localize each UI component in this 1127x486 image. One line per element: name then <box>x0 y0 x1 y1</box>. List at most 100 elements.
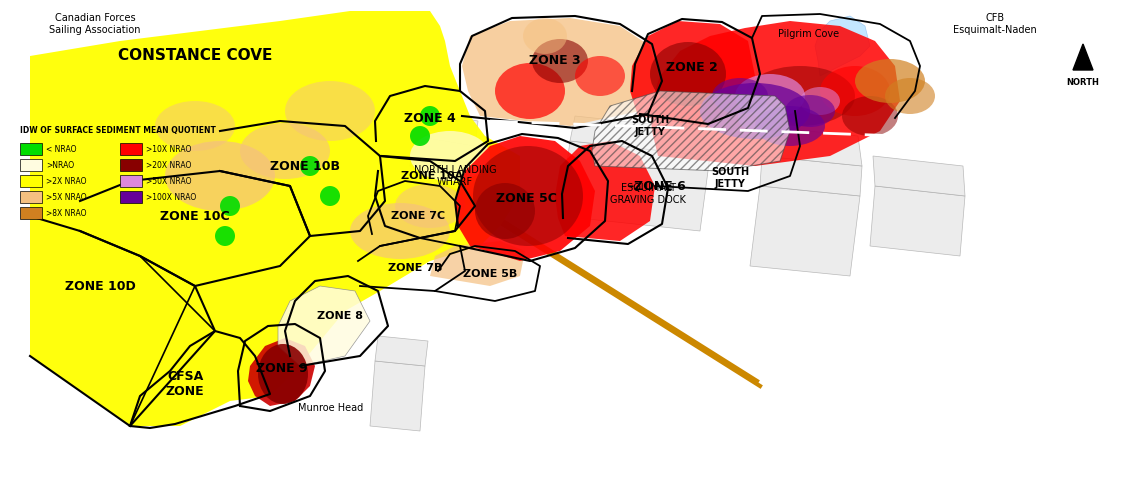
Ellipse shape <box>532 39 588 83</box>
Ellipse shape <box>885 78 935 114</box>
Polygon shape <box>760 156 862 196</box>
Text: >8X NRAO: >8X NRAO <box>46 208 87 218</box>
Bar <box>20 191 42 203</box>
Polygon shape <box>870 186 965 256</box>
Polygon shape <box>278 286 370 366</box>
Ellipse shape <box>240 123 330 179</box>
Text: –ZONE 6: –ZONE 6 <box>628 179 685 192</box>
Text: CFB
Esquimalt-Naden: CFB Esquimalt-Naden <box>953 13 1037 35</box>
Text: ZONE 8: ZONE 8 <box>317 311 363 321</box>
Ellipse shape <box>842 96 898 136</box>
Ellipse shape <box>394 184 465 228</box>
Polygon shape <box>415 111 478 146</box>
Ellipse shape <box>523 18 567 54</box>
Text: >50X NRAO: >50X NRAO <box>147 176 192 186</box>
Bar <box>20 143 42 155</box>
Ellipse shape <box>738 104 782 132</box>
Text: NORTH LANDING
WHARF: NORTH LANDING WHARF <box>414 165 496 187</box>
Text: ZONE 10C: ZONE 10C <box>160 209 230 223</box>
Polygon shape <box>410 136 474 176</box>
Ellipse shape <box>745 66 855 126</box>
Ellipse shape <box>473 146 583 246</box>
Ellipse shape <box>495 63 565 119</box>
Text: Pilgrim Cove: Pilgrim Cove <box>778 29 840 39</box>
Bar <box>119 143 142 155</box>
Text: >2X NRAO: >2X NRAO <box>46 176 87 186</box>
Polygon shape <box>873 156 965 196</box>
Ellipse shape <box>650 42 726 106</box>
Polygon shape <box>455 136 595 261</box>
Ellipse shape <box>156 101 236 151</box>
Polygon shape <box>749 186 860 276</box>
Text: ZONE 5C: ZONE 5C <box>496 191 557 205</box>
Ellipse shape <box>220 196 240 216</box>
Ellipse shape <box>700 83 810 139</box>
Polygon shape <box>554 141 655 241</box>
Polygon shape <box>815 16 870 76</box>
Polygon shape <box>758 126 862 166</box>
Text: >20X NRAO: >20X NRAO <box>147 160 192 170</box>
Text: ZONE 10B: ZONE 10B <box>270 159 340 173</box>
Text: ZONE 3: ZONE 3 <box>530 54 580 68</box>
Polygon shape <box>650 21 900 166</box>
Text: ZONE 9: ZONE 9 <box>256 362 308 375</box>
Text: ZONE 10A: ZONE 10A <box>401 171 463 181</box>
Ellipse shape <box>735 74 805 118</box>
Polygon shape <box>375 336 428 366</box>
Ellipse shape <box>786 95 835 127</box>
Polygon shape <box>370 361 425 431</box>
Bar <box>20 159 42 171</box>
Ellipse shape <box>215 226 236 246</box>
Text: ESQUIMALT
GRAVING DOCK: ESQUIMALT GRAVING DOCK <box>610 183 686 205</box>
Ellipse shape <box>300 156 320 176</box>
Ellipse shape <box>410 126 431 146</box>
Text: SOUTH
JETTY: SOUTH JETTY <box>711 167 749 189</box>
Ellipse shape <box>320 186 340 206</box>
Ellipse shape <box>410 131 490 181</box>
Text: NORTH: NORTH <box>1066 78 1100 87</box>
Polygon shape <box>248 338 316 406</box>
Polygon shape <box>630 21 755 126</box>
Text: CFSA
ZONE: CFSA ZONE <box>166 370 204 398</box>
Text: SOUTH
JETTY: SOUTH JETTY <box>631 115 669 137</box>
Text: ZONE 7B: ZONE 7B <box>388 263 442 273</box>
Bar <box>20 207 42 219</box>
Text: ZONE 10D: ZONE 10D <box>64 279 135 293</box>
Text: >100X NRAO: >100X NRAO <box>147 192 196 202</box>
Text: >5X NRAO: >5X NRAO <box>46 192 87 202</box>
Ellipse shape <box>820 66 890 116</box>
Polygon shape <box>431 241 525 286</box>
Ellipse shape <box>165 141 275 211</box>
Ellipse shape <box>420 106 440 126</box>
Polygon shape <box>462 18 660 126</box>
Bar <box>119 175 142 187</box>
Ellipse shape <box>575 56 625 96</box>
Polygon shape <box>30 11 520 426</box>
Ellipse shape <box>350 203 450 259</box>
Text: < NRAO: < NRAO <box>46 144 77 154</box>
Bar <box>119 159 142 171</box>
Ellipse shape <box>285 81 375 141</box>
Ellipse shape <box>755 106 825 146</box>
Ellipse shape <box>258 344 308 404</box>
Polygon shape <box>592 91 790 171</box>
Text: ZONE 7C: ZONE 7C <box>391 211 445 221</box>
Ellipse shape <box>712 78 767 114</box>
Text: ZONE 5B: ZONE 5B <box>463 269 517 279</box>
Text: ZONE 4: ZONE 4 <box>405 111 456 124</box>
Ellipse shape <box>800 87 840 115</box>
Text: >NRAO: >NRAO <box>46 160 74 170</box>
Text: CONSTANCE COVE: CONSTANCE COVE <box>118 49 273 64</box>
Polygon shape <box>570 116 715 156</box>
Text: ZONE 2: ZONE 2 <box>666 62 718 74</box>
Text: Canadian Forces
Sailing Association: Canadian Forces Sailing Association <box>50 13 141 35</box>
Polygon shape <box>560 141 710 231</box>
Ellipse shape <box>855 59 925 103</box>
Text: IDW OF SURFACE SEDIMENT MEAN QUOTIENT: IDW OF SURFACE SEDIMENT MEAN QUOTIENT <box>20 126 216 135</box>
Ellipse shape <box>474 183 535 239</box>
Bar <box>119 191 142 203</box>
Polygon shape <box>1073 44 1093 70</box>
Text: Munroe Head: Munroe Head <box>298 403 363 413</box>
Bar <box>20 175 42 187</box>
Text: >10X NRAO: >10X NRAO <box>147 144 192 154</box>
